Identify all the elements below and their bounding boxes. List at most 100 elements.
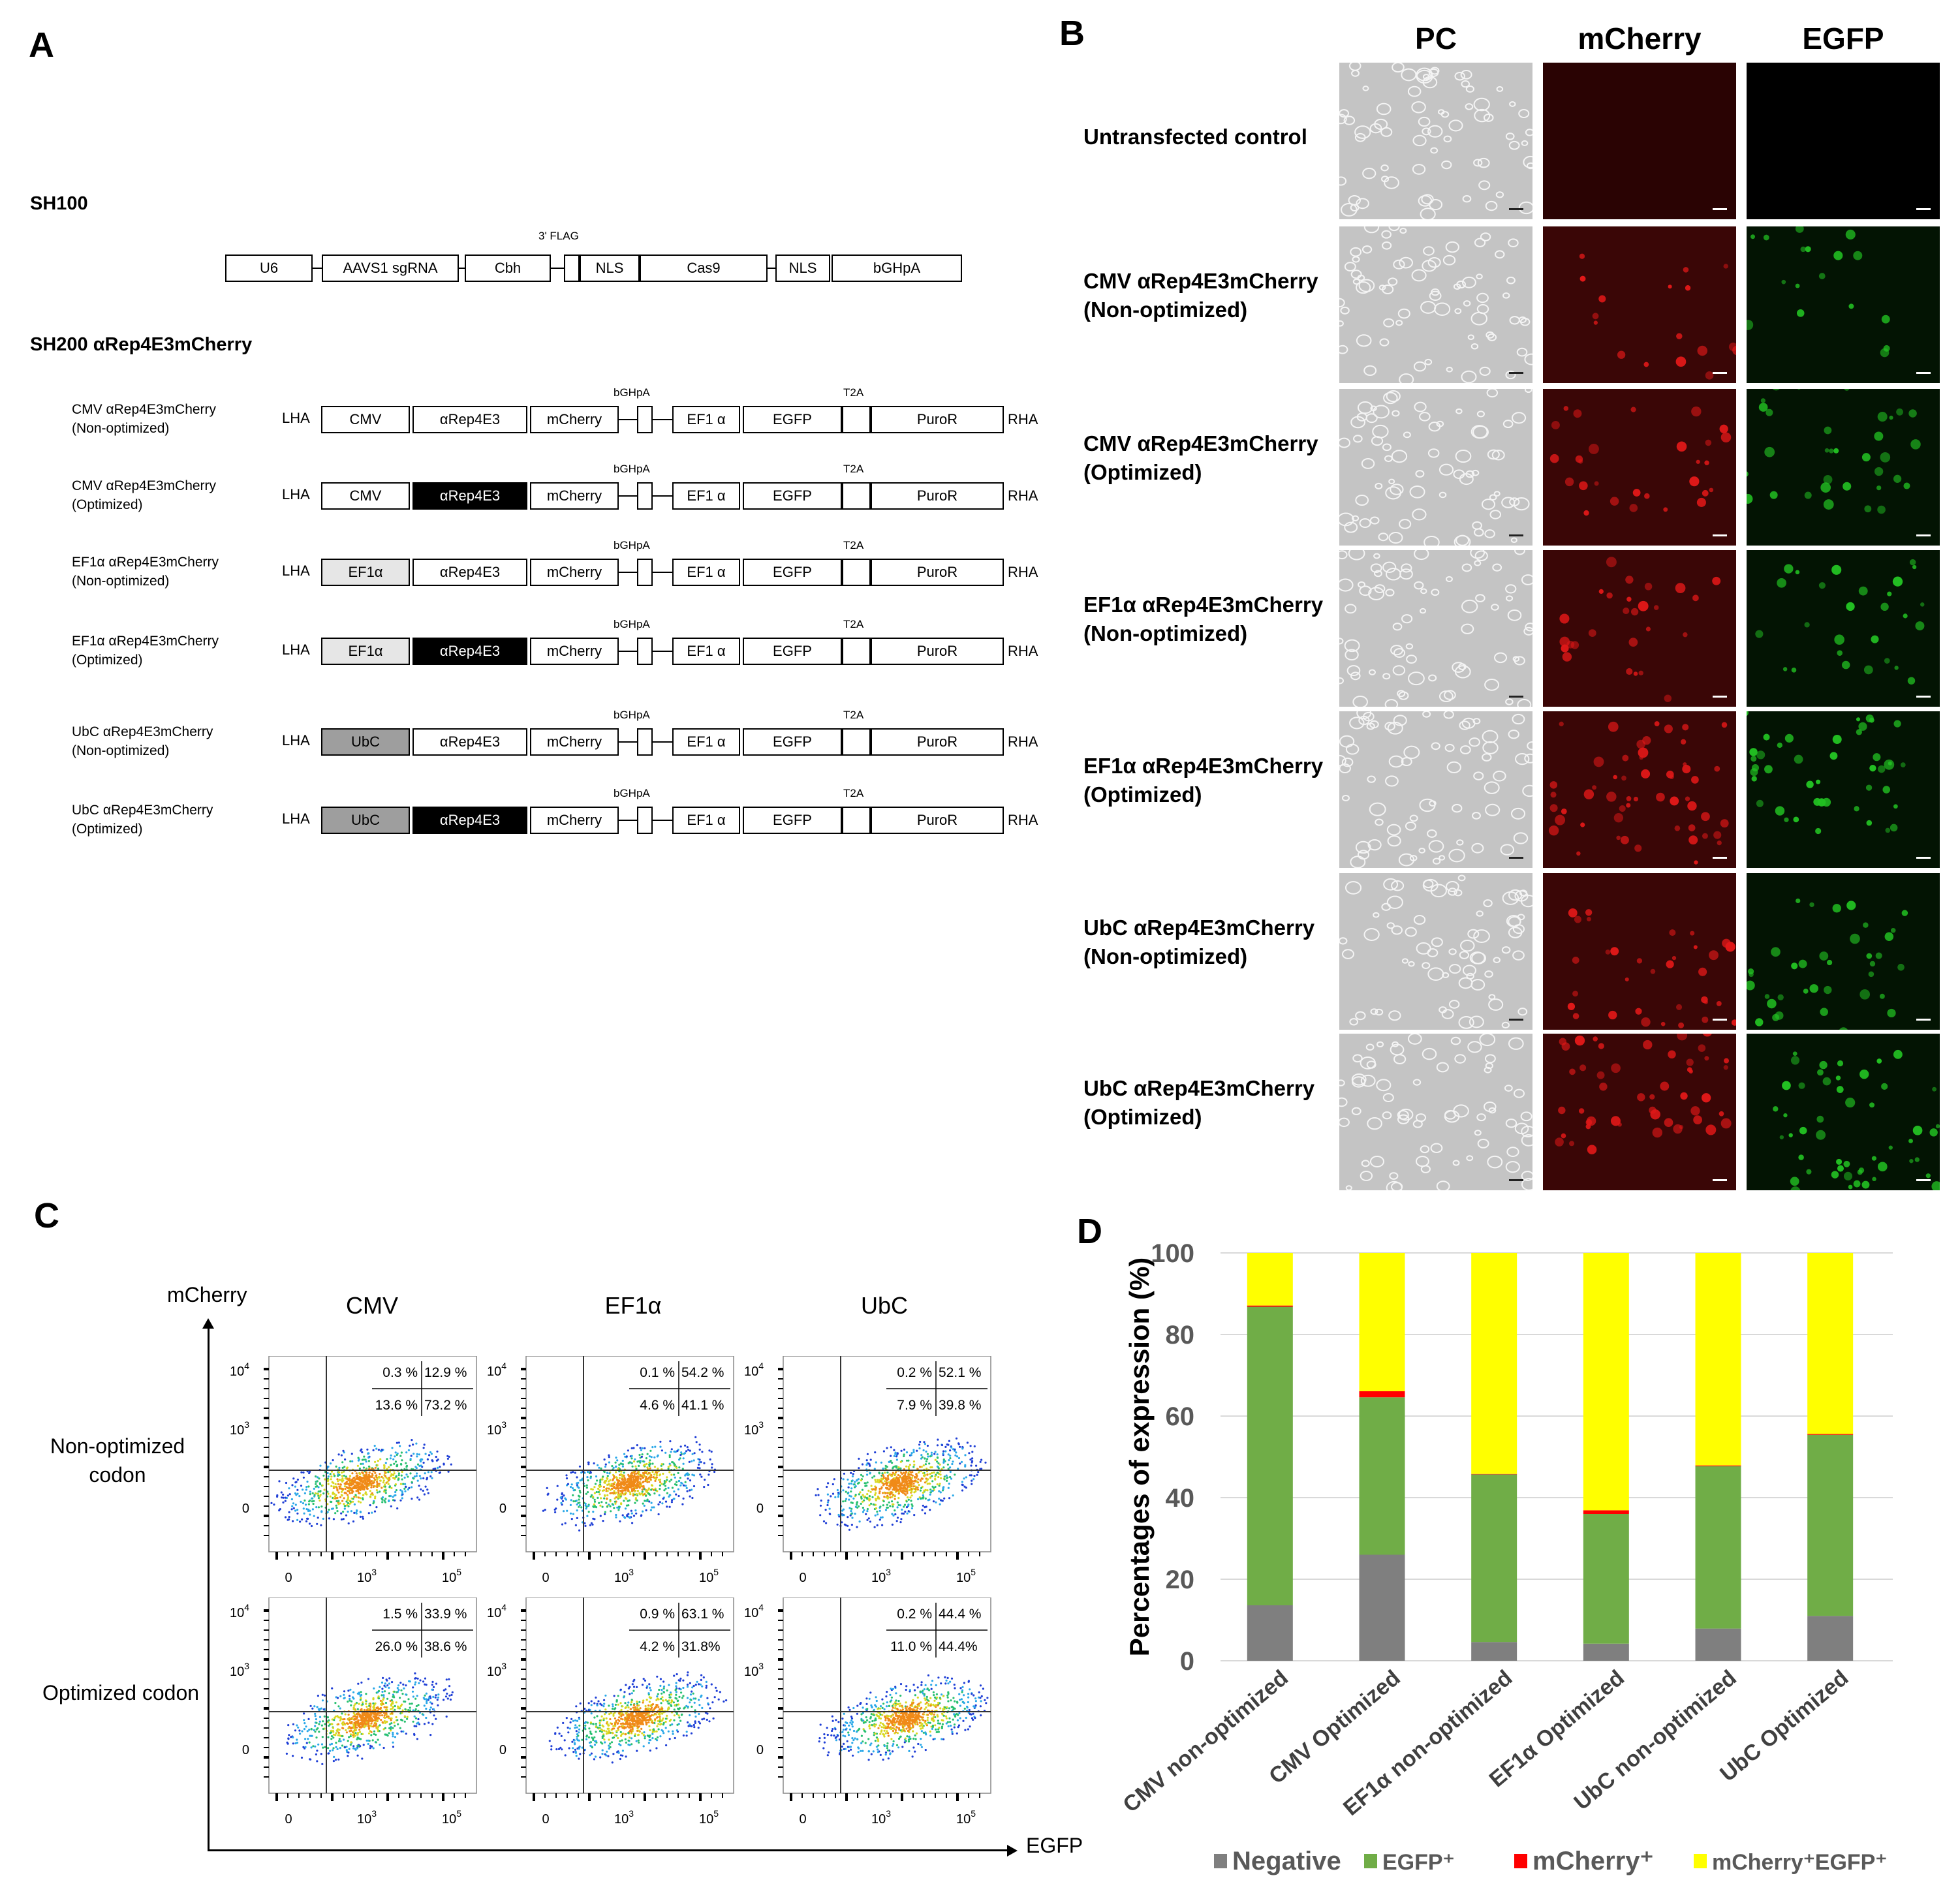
cell-outline <box>1398 853 1415 867</box>
cell-outline <box>1415 1113 1427 1122</box>
event-dot <box>337 1716 340 1719</box>
fluorescent-cell <box>1817 798 1826 807</box>
event-dot <box>292 1502 295 1505</box>
cell-outline <box>1373 553 1380 559</box>
event-dot <box>326 1716 329 1719</box>
fluorescent-cell <box>1723 1065 1728 1070</box>
event-dot <box>377 1460 379 1462</box>
event-dot <box>345 1749 348 1751</box>
fluorescent-cell <box>1721 722 1728 728</box>
event-dot <box>363 1726 366 1729</box>
event-dot <box>896 1506 899 1509</box>
event-dot <box>383 1714 386 1717</box>
event-dot <box>368 1478 371 1481</box>
event-dot <box>365 1719 367 1721</box>
fluorescent-cell <box>1549 454 1559 463</box>
cell-outline <box>1383 878 1399 891</box>
event-dot <box>397 1477 400 1480</box>
event-dot <box>394 1725 396 1727</box>
event-dot <box>450 1463 452 1466</box>
cell-outline <box>1354 125 1371 139</box>
fluorescent-cell <box>1574 1035 1585 1046</box>
fluorescent-cell <box>1702 1034 1712 1037</box>
event-dot <box>314 1725 317 1727</box>
event-dot <box>648 1463 651 1466</box>
event-dot <box>448 1685 451 1688</box>
fluorescent-cell <box>1912 1126 1923 1135</box>
event-dot <box>585 1484 588 1487</box>
cell-outline <box>1401 563 1412 573</box>
fluorescent-cell <box>1683 632 1688 638</box>
fluorescent-cell <box>1635 1008 1642 1015</box>
event-dot <box>854 1513 856 1515</box>
event-dot <box>634 1509 637 1512</box>
fluorescent-cell <box>1599 1083 1608 1091</box>
event-dot <box>322 1517 324 1520</box>
event-dot <box>560 1502 563 1504</box>
event-dot <box>321 1484 324 1487</box>
event-dot <box>655 1478 657 1481</box>
event-dot <box>850 1510 852 1513</box>
fluorescent-cell <box>1716 1000 1722 1006</box>
event-dot <box>345 1729 347 1731</box>
event-dot <box>343 1451 345 1454</box>
fluorescent-cell <box>1719 424 1728 433</box>
fluorescent-cell <box>1698 1044 1706 1052</box>
cell-outline <box>1525 623 1532 632</box>
event-dot <box>346 1477 349 1480</box>
event-dot <box>897 1485 900 1487</box>
event-dot <box>570 1472 572 1474</box>
event-dot <box>431 1703 433 1705</box>
event-dot <box>926 1489 929 1492</box>
fluorescent-cell <box>1592 785 1597 790</box>
scale-bar <box>1713 857 1727 859</box>
event-dot <box>575 1500 578 1502</box>
event-dot <box>875 1461 877 1464</box>
event-dot <box>620 1473 623 1476</box>
event-dot <box>365 1471 367 1473</box>
fluorescent-cell <box>1843 1171 1853 1180</box>
cell-outline <box>1390 484 1404 495</box>
cell-outline <box>1345 881 1362 895</box>
y-axis-line <box>208 1325 210 1851</box>
cell-outline <box>1341 757 1354 767</box>
event-dot <box>319 1464 322 1467</box>
cell-outline <box>1345 743 1360 755</box>
event-dot <box>356 1716 359 1718</box>
event-dot <box>886 1497 889 1500</box>
fluorescent-cell <box>1843 482 1852 491</box>
event-dot <box>423 1443 426 1446</box>
y-tick-label: 0 <box>756 1502 764 1516</box>
event-dot <box>647 1472 650 1474</box>
event-dot <box>347 1510 349 1513</box>
event-dot <box>360 1722 364 1725</box>
cell-outline <box>1465 85 1474 93</box>
fluorescent-cell <box>1885 827 1891 833</box>
event-dot <box>356 1738 358 1740</box>
event-dot <box>897 1497 900 1500</box>
cell-outline <box>1350 270 1362 279</box>
event-dot <box>910 1477 913 1479</box>
cell-outline <box>1428 840 1444 853</box>
event-dot <box>815 1494 817 1496</box>
event-dot <box>437 1466 439 1469</box>
rep-box: αRep4E3 <box>412 406 527 433</box>
fluorescent-cell <box>1621 775 1626 781</box>
event-dot <box>354 1732 357 1735</box>
fluorescent-cell <box>1792 1051 1797 1056</box>
event-dot <box>423 1704 426 1707</box>
cell-outline <box>1494 250 1505 259</box>
puror-box: PuroR <box>871 807 1004 834</box>
event-dot <box>418 1453 420 1456</box>
event-dot <box>357 1713 360 1716</box>
event-dot <box>894 1451 897 1454</box>
event-dot <box>420 1464 422 1467</box>
fluorescent-cell <box>1908 1138 1913 1143</box>
cell-outline <box>1514 656 1525 666</box>
ef1-box: EF1 α <box>672 807 740 834</box>
event-dot <box>435 1718 437 1720</box>
fluorescent-cell <box>1839 1027 1848 1030</box>
fluorescent-cell <box>1636 958 1643 964</box>
event-dot <box>309 1513 311 1516</box>
event-dot <box>340 1518 343 1520</box>
